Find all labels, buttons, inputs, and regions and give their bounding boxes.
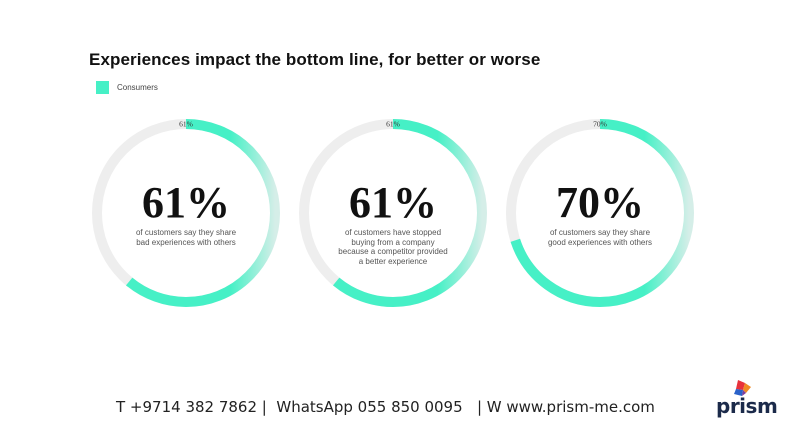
prism-logo: prism bbox=[712, 378, 778, 420]
donut-svg: 70% bbox=[506, 119, 694, 307]
donut-svg: 61% bbox=[92, 119, 280, 307]
donut-chart-1: 61% 61% of customers say they share bad … bbox=[90, 117, 282, 309]
donut-description: of customers say they share bad experien… bbox=[135, 228, 237, 247]
donut-description: of customers say they share good experie… bbox=[547, 228, 653, 247]
donut-arc-label: 70% bbox=[593, 120, 607, 129]
donut-value-arc bbox=[299, 119, 487, 307]
donut-value-arc bbox=[506, 119, 694, 307]
donut-chart-2: 61% 61% of customers have stopped buying… bbox=[297, 117, 489, 309]
donut-big-value: 61% bbox=[349, 178, 437, 227]
legend: Consumers bbox=[96, 81, 158, 94]
donut-arc-label: 61% bbox=[179, 120, 193, 129]
legend-swatch bbox=[96, 81, 109, 94]
legend-label: Consumers bbox=[117, 83, 158, 92]
prism-logo-text: prism bbox=[716, 394, 778, 418]
donut-value-arc bbox=[92, 119, 280, 307]
chart-title: Experiences impact the bottom line, for … bbox=[89, 50, 541, 69]
donut-arc-label: 61% bbox=[386, 120, 400, 129]
donut-description: of customers have stopped buying from a … bbox=[338, 228, 448, 266]
prism-logo-icon bbox=[734, 380, 751, 396]
donut-svg: 61% bbox=[299, 119, 487, 307]
donut-big-value: 61% bbox=[142, 178, 230, 227]
donut-big-value: 70% bbox=[556, 178, 644, 227]
donut-chart-3: 70% 70% of customers say they share good… bbox=[504, 117, 696, 309]
footer-contact: T +9714 382 7862 | WhatsApp 055 850 0095… bbox=[116, 398, 655, 416]
